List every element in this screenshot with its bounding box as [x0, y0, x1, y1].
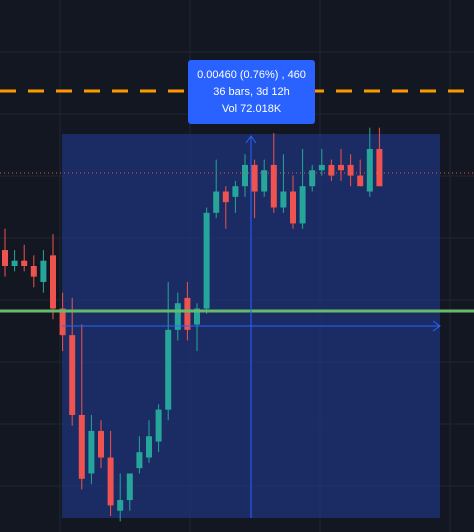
candle — [270, 133, 277, 213]
candle — [69, 297, 76, 426]
candle-body — [232, 186, 239, 197]
candle — [174, 292, 181, 341]
candle-body — [98, 430, 104, 458]
candle-body — [318, 164, 325, 171]
candle-body — [40, 260, 47, 282]
candle — [78, 324, 85, 490]
candle — [40, 250, 47, 293]
candle-body — [11, 260, 18, 266]
measure-tooltip: 0.00460 (0.76%) , 460 36 bars, 3d 12h Vo… — [188, 60, 315, 124]
candle — [242, 154, 248, 197]
candle-body — [107, 457, 114, 506]
candle — [155, 404, 162, 453]
candle-body — [338, 164, 344, 171]
candle — [136, 436, 143, 474]
candle — [50, 234, 56, 320]
candle-body — [242, 164, 248, 187]
candle-body — [136, 452, 143, 469]
candle — [309, 164, 316, 192]
candle-body — [213, 191, 220, 213]
candle-body — [21, 260, 28, 266]
candle — [30, 255, 37, 288]
candle — [232, 180, 239, 213]
candle — [338, 148, 344, 181]
candle — [299, 148, 306, 229]
candle-body — [222, 191, 229, 203]
right-arrowhead — [432, 320, 441, 332]
measure-volume-text: Vol 72.018K — [221, 102, 282, 115]
candle-body — [146, 436, 152, 458]
candle — [213, 159, 220, 219]
candle-body — [309, 170, 316, 187]
candle-body — [126, 473, 133, 501]
candle — [280, 154, 287, 213]
candle — [347, 154, 354, 187]
candle — [261, 159, 268, 197]
candle-body — [2, 250, 8, 266]
candle-body — [357, 175, 364, 187]
candle — [376, 127, 383, 187]
candle-body — [59, 308, 66, 336]
candle-body — [328, 164, 335, 176]
candle-body — [251, 164, 258, 192]
candle-body — [280, 191, 287, 208]
candle — [290, 175, 296, 229]
candle-body — [376, 148, 383, 187]
candle — [203, 207, 210, 314]
candle-body — [290, 191, 296, 224]
candle-body — [347, 164, 354, 176]
candle-body — [184, 297, 191, 330]
candle-body — [78, 414, 85, 479]
candle-body — [270, 164, 277, 208]
measure-arrows — [62, 135, 441, 518]
candle — [21, 244, 28, 272]
candle — [251, 159, 258, 219]
candle-body — [174, 303, 181, 330]
candle — [107, 430, 114, 517]
candle-body — [203, 212, 210, 309]
candle — [2, 228, 8, 277]
candle-body — [299, 186, 306, 224]
candle — [328, 159, 335, 181]
measure-change-text: 0.00460 (0.76%) , 460 — [197, 68, 306, 81]
candles — [2, 127, 383, 522]
candle — [146, 420, 152, 463]
candle — [11, 250, 18, 272]
candle-body — [194, 308, 200, 325]
candle — [318, 148, 325, 176]
candle — [126, 473, 133, 511]
candle — [366, 127, 373, 197]
candle-body — [366, 148, 373, 192]
candle-body — [261, 170, 268, 192]
candle — [88, 414, 95, 485]
candle-body — [69, 335, 76, 415]
measure-bars-text: 36 bars, 3d 12h — [213, 85, 290, 98]
candle — [59, 292, 66, 352]
candle — [98, 420, 104, 469]
up-arrowhead — [245, 135, 257, 144]
candle-body — [50, 255, 56, 309]
candle-body — [165, 329, 172, 410]
candle-body — [117, 500, 124, 511]
candle — [165, 281, 172, 421]
candle — [222, 186, 229, 229]
candle — [117, 473, 124, 522]
candle-body — [155, 409, 162, 442]
candle-body — [30, 266, 37, 277]
candle-body — [88, 430, 95, 474]
